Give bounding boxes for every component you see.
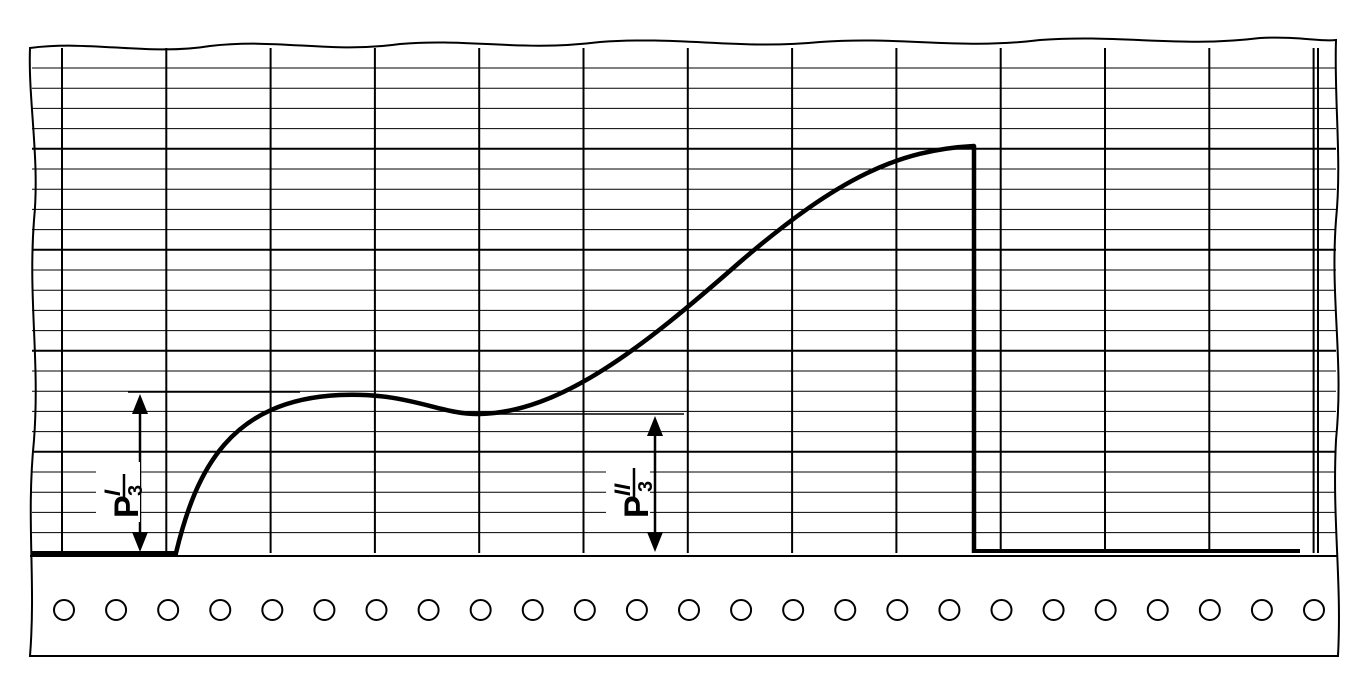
sprocket-hole [53, 599, 75, 621]
sprocket-hole [469, 599, 492, 621]
sprocket-holes [53, 599, 1325, 621]
sprocket-hole [886, 599, 909, 621]
sprocket-hole [365, 599, 388, 621]
sprocket-hole [521, 599, 544, 621]
sprocket-hole [834, 599, 857, 621]
sprocket-hole [105, 599, 128, 621]
dimension-arrow-second [647, 416, 663, 552]
sprocket-hole [157, 599, 180, 621]
sprocket-hole [678, 599, 700, 621]
sprocket-hole [1303, 599, 1325, 621]
sprocket-hole [938, 599, 961, 621]
sprocket-hole [209, 599, 232, 621]
svg-text:I: I [100, 489, 125, 496]
recorder-trace [173, 143, 977, 554]
svg-text:II: II [610, 483, 635, 496]
svg-text:3: 3 [635, 481, 657, 492]
svg-text:P: P [108, 495, 146, 518]
sprocket-hole [782, 599, 805, 621]
sprocket-hole [1250, 599, 1273, 621]
sprocket-hole [261, 599, 284, 621]
sprocket-hole [1094, 599, 1117, 621]
sprocket-hole [625, 599, 648, 621]
label-second-peak: P II 3 [606, 456, 657, 522]
sprocket-hole [573, 599, 596, 621]
sprocket-hole [1198, 599, 1221, 621]
svg-text:3: 3 [125, 485, 147, 496]
sprocket-hole [990, 599, 1013, 621]
svg-text:P: P [618, 495, 656, 518]
label-first-peak: P I 3 [96, 462, 147, 522]
sprocket-hole [417, 599, 440, 621]
sprocket-hole [730, 599, 753, 621]
paper-outline [28, 36, 1340, 657]
sprocket-hole [1042, 599, 1065, 621]
sprocket-hole [1146, 599, 1169, 621]
sprocket-hole [313, 599, 336, 621]
